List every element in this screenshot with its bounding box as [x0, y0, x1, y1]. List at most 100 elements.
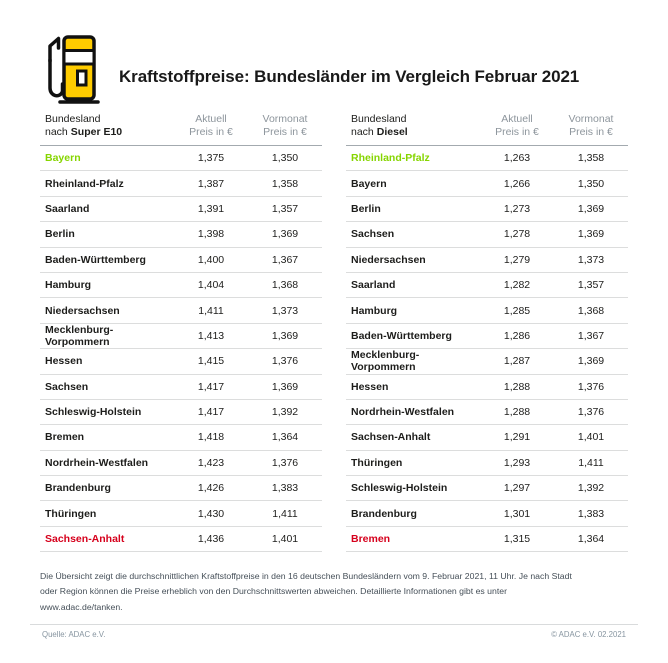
- table-row: Bayern 1,375 1,350: [40, 145, 322, 172]
- price-previous-month: 1,367: [248, 247, 322, 273]
- state-name: Mecklenburg-Vorpommern: [40, 323, 174, 350]
- table-row: Saarland 1,282 1,357: [346, 272, 628, 299]
- table-row: Rheinland-Pfalz 1,263 1,358: [346, 145, 628, 172]
- bundesland-label: Bundesland: [351, 113, 407, 125]
- price-previous-month: 1,367: [554, 323, 628, 350]
- state-name: Nordrhein-Westfalen: [40, 450, 174, 477]
- nach-label: nach: [45, 126, 68, 138]
- price-previous-month: 1,373: [248, 297, 322, 324]
- source-credit: Quelle: ADAC e.V.: [42, 630, 106, 639]
- price-previous-month: 1,358: [554, 145, 628, 172]
- price-current: 1,263: [480, 145, 554, 172]
- price-previous-month: 1,369: [248, 221, 322, 248]
- price-current: 1,282: [480, 272, 554, 299]
- footer: Quelle: ADAC e.V. © ADAC e.V. 02.2021: [0, 624, 668, 663]
- price-current: 1,400: [174, 247, 248, 273]
- state-name: Bayern: [40, 145, 174, 172]
- table-header-row: Bundesland nach Diesel Aktuell Preis in €…: [346, 113, 628, 146]
- state-name: Sachsen-Anhalt: [40, 526, 174, 553]
- table-row: Baden-Württemberg 1,400 1,367: [40, 247, 322, 273]
- table-row: Hessen 1,415 1,376: [40, 348, 322, 375]
- price-current: 1,426: [174, 475, 248, 502]
- table-row: Sachsen 1,278 1,369: [346, 221, 628, 248]
- price-previous-month: 1,401: [554, 424, 628, 451]
- table-row: Sachsen-Anhalt 1,291 1,401: [346, 424, 628, 451]
- table-row: Schleswig-Holstein 1,417 1,392: [40, 399, 322, 426]
- price-previous-month: 1,350: [554, 170, 628, 197]
- price-previous-month: 1,358: [248, 170, 322, 197]
- price-current: 1,297: [480, 475, 554, 502]
- price-current: 1,430: [174, 500, 248, 527]
- copyright-notice: © ADAC e.V. 02.2021: [551, 630, 626, 639]
- column-header-bundesland: Bundesland nach Diesel: [346, 113, 480, 146]
- tables-section: Bundesland nach Super E10 Aktuell Preis i…: [0, 113, 668, 553]
- price-previous-month: 1,383: [554, 500, 628, 527]
- header: Kraftstoffpreise: Bundesländer im Vergle…: [0, 0, 668, 106]
- column-header-aktuell: Aktuell Preis in €: [189, 113, 233, 138]
- table-row: Baden-Württemberg 1,286 1,367: [346, 323, 628, 350]
- price-current: 1,423: [174, 450, 248, 477]
- price-previous-month: 1,369: [248, 323, 322, 350]
- table-row: Hamburg 1,285 1,368: [346, 297, 628, 324]
- state-name: Sachsen: [40, 374, 174, 400]
- price-current: 1,287: [480, 348, 554, 375]
- price-current: 1,288: [480, 399, 554, 426]
- price-previous-month: 1,350: [248, 145, 322, 172]
- table-row: Brandenburg 1,426 1,383: [40, 475, 322, 502]
- state-name: Schleswig-Holstein: [346, 475, 480, 502]
- table-row: Saarland 1,391 1,357: [40, 196, 322, 223]
- footnote-text: Die Übersicht zeigt die durchschnittlich…: [40, 571, 572, 612]
- price-current: 1,387: [174, 170, 248, 197]
- state-name: Bremen: [40, 424, 174, 451]
- price-current: 1,411: [174, 297, 248, 324]
- table-row: Rheinland-Pfalz 1,387 1,358: [40, 170, 322, 197]
- price-previous-month: 1,373: [554, 247, 628, 273]
- column-header-bundesland: Bundesland nach Super E10: [40, 113, 174, 146]
- table-row: Niedersachsen 1,279 1,373: [346, 247, 628, 273]
- price-current: 1,266: [480, 170, 554, 197]
- price-previous-month: 1,411: [554, 450, 628, 477]
- price-previous-month: 1,401: [248, 526, 322, 553]
- state-name: Sachsen: [346, 221, 480, 248]
- state-name: Nordrhein-Westfalen: [346, 399, 480, 426]
- price-current: 1,375: [174, 145, 248, 172]
- state-name: Berlin: [40, 221, 174, 248]
- price-previous-month: 1,357: [248, 196, 322, 223]
- table-row: Berlin 1,398 1,369: [40, 221, 322, 248]
- price-previous-month: 1,376: [248, 348, 322, 375]
- price-current: 1,404: [174, 272, 248, 299]
- table-row: Nordrhein-Westfalen 1,288 1,376: [346, 399, 628, 426]
- fuel-pump-icon: [48, 35, 100, 104]
- state-name: Baden-Württemberg: [40, 247, 174, 273]
- table-row: Nordrhein-Westfalen 1,423 1,376: [40, 450, 322, 477]
- price-previous-month: 1,392: [248, 399, 322, 426]
- state-name: Rheinland-Pfalz: [40, 170, 174, 197]
- fuel-table-super-e10: Bundesland nach Super E10 Aktuell Preis i…: [40, 113, 322, 553]
- state-name: Saarland: [40, 196, 174, 223]
- state-name: Saarland: [346, 272, 480, 299]
- price-current: 1,279: [480, 247, 554, 273]
- table-row: Sachsen-Anhalt 1,436 1,401: [40, 526, 322, 553]
- price-current: 1,315: [480, 526, 554, 553]
- bundesland-label: Bundesland: [45, 113, 101, 125]
- state-name: Schleswig-Holstein: [40, 399, 174, 426]
- price-previous-month: 1,376: [554, 374, 628, 400]
- price-current: 1,285: [480, 297, 554, 324]
- fuel-name-label: Diesel: [376, 126, 408, 138]
- state-name: Hessen: [40, 348, 174, 375]
- price-current: 1,391: [174, 196, 248, 223]
- state-name: Hamburg: [346, 297, 480, 324]
- table-row: Niedersachsen 1,411 1,373: [40, 297, 322, 324]
- fuel-table-diesel: Bundesland nach Diesel Aktuell Preis in €…: [346, 113, 628, 553]
- price-current: 1,293: [480, 450, 554, 477]
- table-row: Schleswig-Holstein 1,297 1,392: [346, 475, 628, 502]
- price-current: 1,417: [174, 399, 248, 426]
- price-current: 1,436: [174, 526, 248, 553]
- table-row: Thüringen 1,293 1,411: [346, 450, 628, 477]
- price-current: 1,417: [174, 374, 248, 400]
- price-previous-month: 1,364: [554, 526, 628, 553]
- table-row: Sachsen 1,417 1,369: [40, 374, 322, 400]
- table-row: Hessen 1,288 1,376: [346, 374, 628, 400]
- nach-label: nach: [351, 126, 374, 138]
